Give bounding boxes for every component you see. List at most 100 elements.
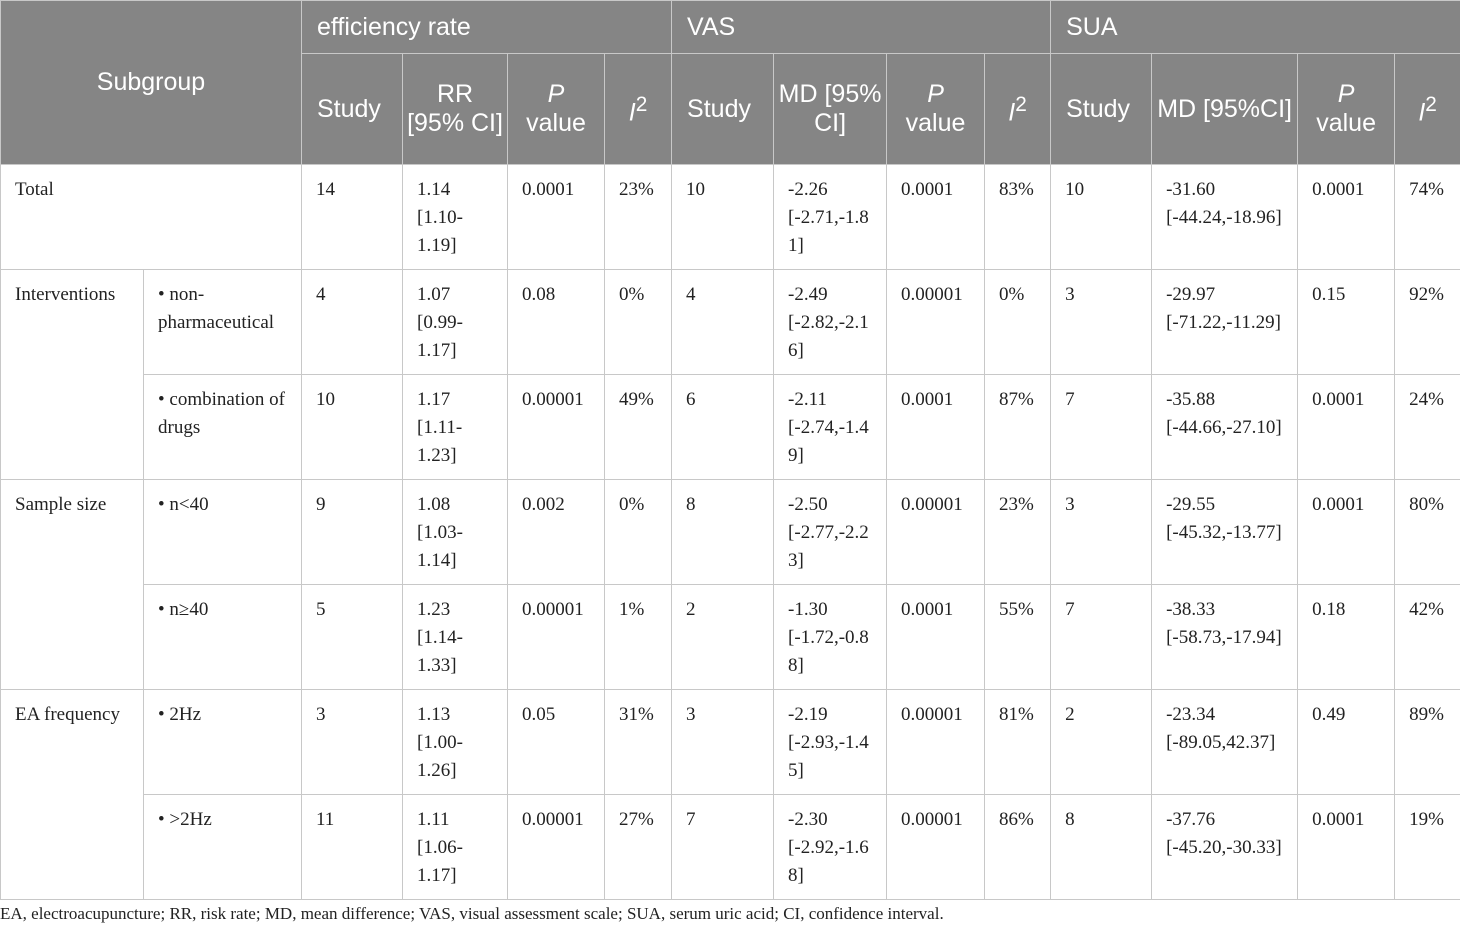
sua-study-header: Study bbox=[1050, 53, 1153, 165]
table-cell: 0% bbox=[603, 479, 673, 585]
table-cell: -35.88 [-44.66,-27.10] bbox=[1151, 374, 1299, 480]
table-cell: 86% bbox=[984, 794, 1052, 900]
table-cell: 10 bbox=[301, 374, 403, 480]
table-cell: 23% bbox=[603, 164, 673, 270]
table-cell: 7 bbox=[1050, 584, 1153, 690]
table-cell: -38.33 [-58.73,-17.94] bbox=[1151, 584, 1299, 690]
i-superscript: 2 bbox=[1015, 93, 1027, 117]
group-label: Total bbox=[0, 164, 302, 270]
table-cell: 92% bbox=[1394, 269, 1460, 375]
p-value-label: value bbox=[905, 109, 966, 137]
table-cell: 0.0001 bbox=[507, 164, 605, 270]
table-cell: 55% bbox=[984, 584, 1052, 690]
table-cell: 0.15 bbox=[1297, 269, 1396, 375]
p-italic-label: P bbox=[1337, 80, 1355, 108]
table-cell: 1.17 [1.11-1.23] bbox=[402, 374, 508, 480]
table-cell: 83% bbox=[984, 164, 1052, 270]
subgroup-label: • n≥40 bbox=[143, 584, 302, 690]
table-cell: 0.00001 bbox=[886, 794, 986, 900]
group-label: EA frequency bbox=[0, 689, 144, 900]
table-cell: 3 bbox=[671, 689, 775, 795]
table-cell: 0.0001 bbox=[1297, 374, 1396, 480]
table-cell: 1.11 [1.06-1.17] bbox=[402, 794, 508, 900]
group-label: Sample size bbox=[0, 479, 144, 690]
vas-study-header: Study bbox=[671, 53, 775, 165]
table-cell: 1% bbox=[603, 584, 673, 690]
table-cell: 0% bbox=[603, 269, 673, 375]
i-superscript: 2 bbox=[1425, 93, 1437, 117]
table-cell: -37.76 [-45.20,-30.33] bbox=[1151, 794, 1299, 900]
efficiency-rate-header: efficiency rate bbox=[300, 0, 673, 54]
table-cell: 11 bbox=[301, 794, 403, 900]
table-cell: 0.0001 bbox=[886, 584, 986, 690]
subgroup-label: • combination of drugs bbox=[143, 374, 302, 480]
table-cell: 0.002 bbox=[507, 479, 605, 585]
table-cell: 0.0001 bbox=[1297, 164, 1396, 270]
sua-i2-header: I2 bbox=[1394, 53, 1460, 165]
table-cell: 3 bbox=[1050, 479, 1153, 585]
sua-header: SUA bbox=[1050, 0, 1460, 54]
subgroup-label: • non-pharmaceutical bbox=[143, 269, 302, 375]
table-cell: 19% bbox=[1394, 794, 1460, 900]
table-cell: 3 bbox=[1050, 269, 1153, 375]
table-cell: 9 bbox=[301, 479, 403, 585]
table-cell: 87% bbox=[984, 374, 1052, 480]
table-cell: -2.19 [-2.93,-1.45] bbox=[773, 689, 888, 795]
table-cell: 23% bbox=[984, 479, 1052, 585]
table-cell: 24% bbox=[1394, 374, 1460, 480]
table-cell: 5 bbox=[301, 584, 403, 690]
table-row: Interventions • non-pharmaceutical 4 1.0… bbox=[0, 269, 1460, 480]
header-row-groups: Subgroup efficiency rate VAS SUA bbox=[0, 0, 1460, 165]
subgroup-label: • 2Hz bbox=[143, 689, 302, 795]
table-cell: 1.08 [1.03-1.14] bbox=[402, 479, 508, 585]
i-superscript: 2 bbox=[635, 93, 648, 117]
table-cell: 10 bbox=[671, 164, 775, 270]
table-cell: -1.30 [-1.72,-0.88] bbox=[773, 584, 888, 690]
table-cell: -29.97 [-71.22,-11.29] bbox=[1151, 269, 1299, 375]
group-label: Interventions bbox=[0, 269, 144, 480]
table-cell: 1.07 [0.99-1.17] bbox=[402, 269, 508, 375]
table-cell: 89% bbox=[1394, 689, 1460, 795]
table-cell: 10 bbox=[1050, 164, 1153, 270]
subgroup-analysis-table: Subgroup efficiency rate VAS SUA Study R… bbox=[0, 0, 1460, 900]
table-cell: 1.23 [1.14-1.33] bbox=[402, 584, 508, 690]
p-italic-label: P bbox=[927, 80, 944, 108]
table-cell: 0.00001 bbox=[507, 794, 605, 900]
table-cell: 0.00001 bbox=[886, 689, 986, 795]
table-cell: 0.0001 bbox=[886, 374, 986, 480]
table-cell: 6 bbox=[671, 374, 775, 480]
p-value-label: value bbox=[1316, 109, 1376, 137]
table-cell: -2.30 [-2.92,-1.68] bbox=[773, 794, 888, 900]
efficiency-rr-header: RR [95% CI] bbox=[402, 53, 508, 165]
p-italic-label: P bbox=[547, 80, 565, 108]
table-cell: 8 bbox=[1050, 794, 1153, 900]
i-italic-label: I bbox=[1008, 98, 1016, 127]
table-footnote: EA, electroacupuncture; RR, risk rate; M… bbox=[0, 904, 944, 923]
table-cell: 7 bbox=[1050, 374, 1153, 480]
table-cell: 81% bbox=[984, 689, 1052, 795]
table-cell: 1.13 [1.00-1.26] bbox=[402, 689, 508, 795]
p-value-label: value bbox=[526, 109, 586, 137]
table-cell: 31% bbox=[603, 689, 673, 795]
table-cell: 49% bbox=[603, 374, 673, 480]
table-cell: 27% bbox=[603, 794, 673, 900]
table-cell: 0% bbox=[984, 269, 1052, 375]
table-cell: 3 bbox=[301, 689, 403, 795]
table-row: • >2Hz 11 1.11 [1.06-1.17] 0.00001 27% 7… bbox=[1, 794, 1460, 900]
subgroup-label: • >2Hz bbox=[143, 794, 302, 900]
table-cell: -29.55 [-45.32,-13.77] bbox=[1151, 479, 1299, 585]
table-cell: 0.00001 bbox=[507, 374, 605, 480]
table-cell: 7 bbox=[671, 794, 775, 900]
i-italic-label: I bbox=[1418, 98, 1426, 127]
table-cell: 0.00001 bbox=[886, 479, 986, 585]
table-cell: 0.00001 bbox=[507, 584, 605, 690]
table-cell: 0.0001 bbox=[1297, 479, 1396, 585]
table-cell: 42% bbox=[1394, 584, 1460, 690]
table-row: • n≥40 5 1.23 [1.14-1.33] 0.00001 1% 2 -… bbox=[1, 584, 1460, 690]
sua-md-header: MD [95%CI] bbox=[1151, 53, 1299, 165]
table-cell: 2 bbox=[1050, 689, 1153, 795]
table-cell: -23.34 [-89.05,42.37] bbox=[1151, 689, 1299, 795]
table-cell: 0.00001 bbox=[886, 269, 986, 375]
